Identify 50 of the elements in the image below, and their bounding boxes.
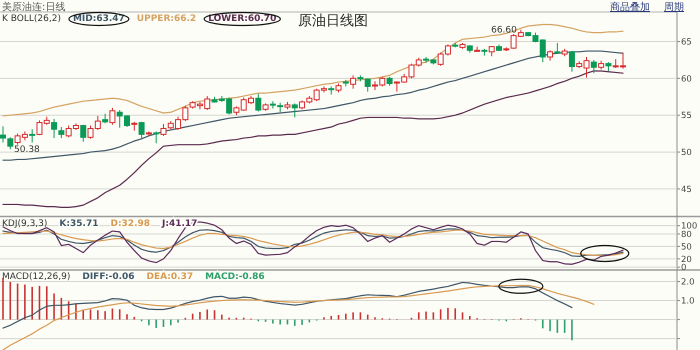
y-tick-label: 80 [681,230,692,240]
chart-subtitle: K BOLL(26,2) [2,14,61,24]
candlestick [255,93,262,112]
candlestick [58,126,64,139]
y-tick-label: 2.0 [681,278,695,288]
chart-subtitle: MACD(12,26,9) [2,272,70,282]
candlestick [0,126,6,143]
candlestick [590,59,597,74]
candlestick [153,130,160,144]
candlestick [554,42,560,55]
candlestick [547,50,554,62]
annotation: 商品叠加 [610,1,650,13]
y-tick-label: 50 [681,148,692,158]
y-tick-label: 60 [681,74,692,84]
annotation: 美原油连:日线 [2,1,66,13]
candlestick [138,121,145,139]
candlestick [80,124,86,142]
annotation: 50.38 [14,145,40,155]
text: UPPER:66.2 [136,14,196,24]
y-tick-label: 1.0 [681,296,695,307]
text: DIFF:-0.06 [82,272,135,282]
candlestick [7,136,14,150]
annotation: 66.60 [491,26,518,36]
text: 周期 [664,1,684,13]
candlestick [568,50,575,72]
candlestick [51,118,58,139]
text: MACD:-0.86 [205,272,265,282]
chart-title: 原油日线图 [298,13,368,29]
candlestick [109,107,116,126]
line-series [2,70,624,208]
y-tick-label: 100 [681,222,698,232]
y-tick-label: 55 [681,111,692,122]
candlestick [350,74,356,90]
chart-subtitle: KDJ(9,3,3) [2,219,48,229]
series-label: D:32.98 [110,219,150,229]
series-label: K:35.71 [59,219,98,229]
y-tick-label: 50 [681,242,692,252]
line-series [2,284,594,350]
candlestick [29,128,36,143]
text: MID:63.47 [72,14,125,24]
text: DEA:0.37 [146,272,194,282]
y-tick-label: 65 [681,37,692,48]
y-tick-label: 0 [681,263,686,274]
line-series [2,221,624,265]
candlestick [292,102,298,118]
text: LOWER:60.70 [208,14,276,24]
candlestick [102,113,108,124]
y-tick-label: 20 [681,254,692,265]
candlestick [160,124,166,136]
y-tick-label: 45 [681,184,692,195]
